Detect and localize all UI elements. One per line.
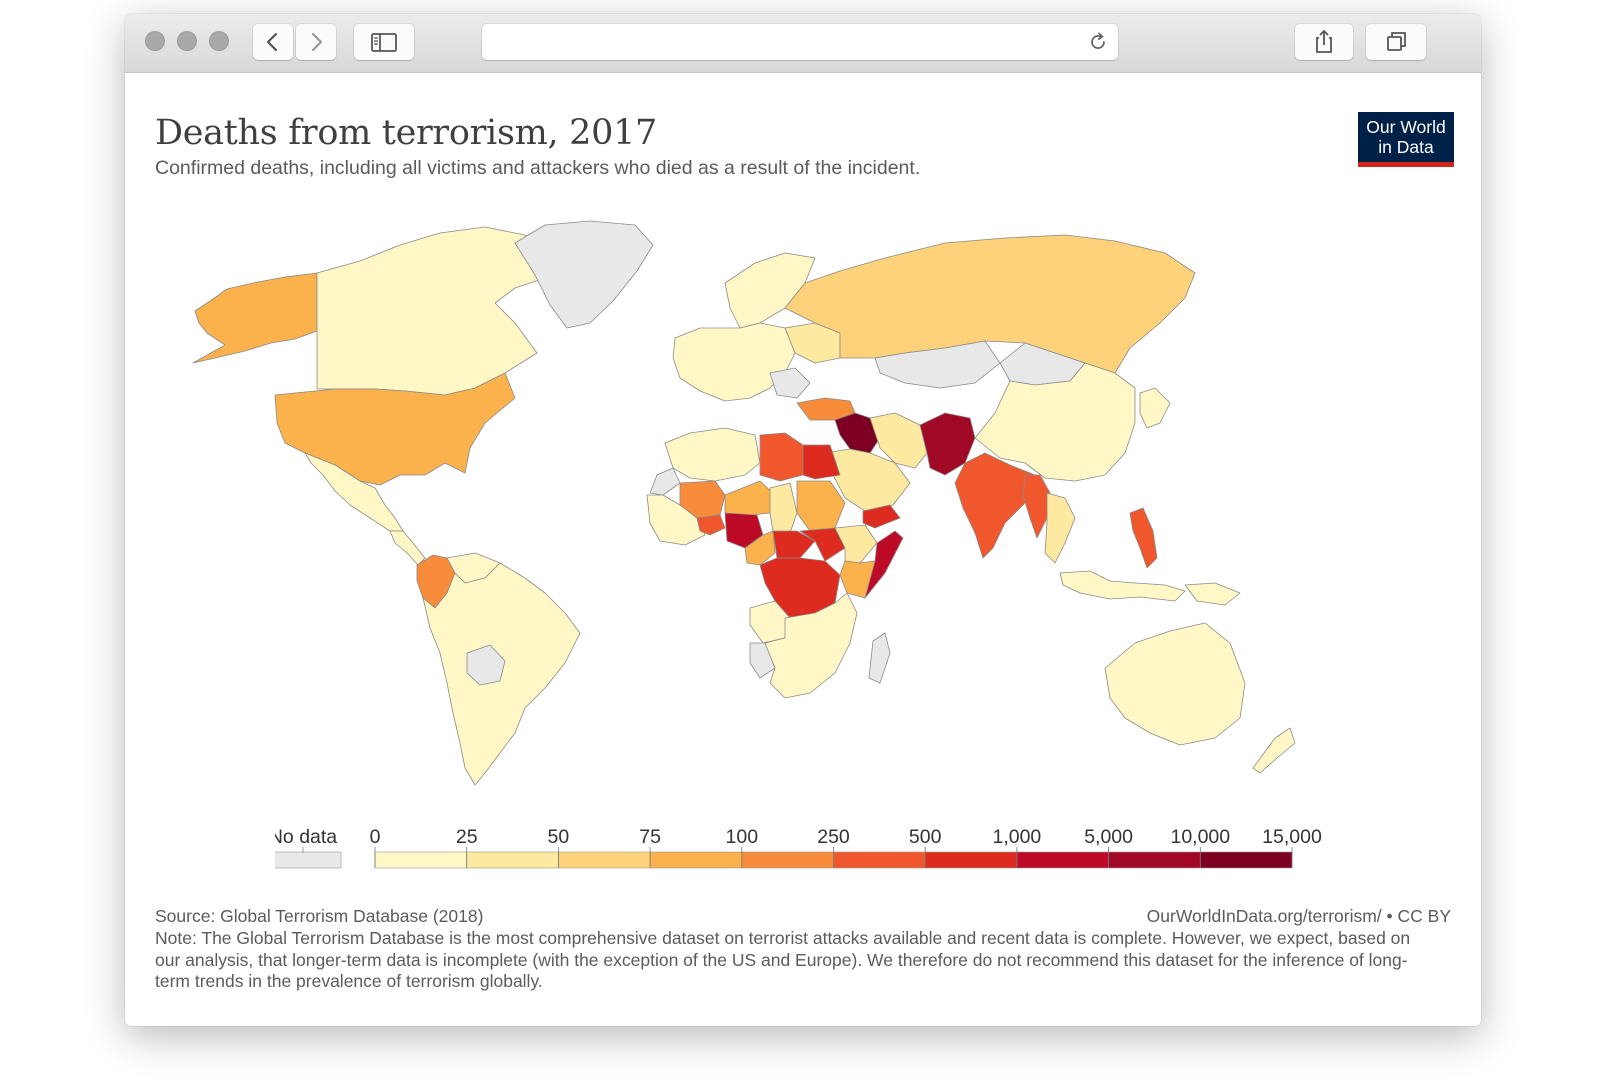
chart-subtitle: Confirmed deaths, including all victims …: [155, 157, 921, 179]
niger[interactable]: [724, 480, 776, 517]
source-text: Source: Global Terrorism Database (2018): [155, 906, 484, 926]
alaska[interactable]: [192, 272, 318, 364]
saudi-arabia[interactable]: [824, 448, 911, 514]
legend-tick-label: 50: [548, 828, 570, 848]
legend-bin-8[interactable]: [1108, 851, 1201, 869]
sidebar-icon: [371, 33, 397, 52]
southeast-asia[interactable]: [1044, 492, 1076, 564]
logo-line-2: in Data: [1378, 137, 1434, 157]
southern-africa[interactable]: [764, 592, 858, 699]
chevron-right-icon: [311, 32, 323, 52]
indonesia[interactable]: [1059, 570, 1186, 602]
egypt[interactable]: [802, 444, 841, 480]
balkans[interactable]: [769, 367, 811, 399]
cameroon[interactable]: [744, 530, 776, 566]
share-button[interactable]: [1295, 24, 1353, 60]
greenland[interactable]: [514, 220, 654, 329]
car[interactable]: [772, 530, 816, 559]
owid-logo[interactable]: Our World in Data: [1358, 112, 1454, 167]
india[interactable]: [954, 452, 1036, 559]
world-map[interactable]: [185, 213, 1355, 793]
legend-tick-label: 0: [370, 828, 381, 848]
legend-tick-label: 100: [726, 828, 759, 848]
browser-toolbar: [125, 14, 1481, 73]
legend-tick-label: 250: [817, 828, 850, 848]
burkina[interactable]: [696, 514, 726, 536]
chart-page: Deaths from terrorism, 2017 Confirmed de…: [125, 73, 1481, 1026]
madagascar[interactable]: [868, 632, 891, 684]
legend-bin-6[interactable]: [924, 851, 1018, 869]
sudan[interactable]: [796, 480, 846, 532]
legend-tick-label: 10,000: [1170, 828, 1230, 848]
new-zealand[interactable]: [1252, 727, 1296, 774]
legend-tick-label: 15,000: [1262, 828, 1322, 848]
chevron-left-icon: [266, 32, 278, 52]
legend-tick-label: 1,000: [992, 828, 1041, 848]
chart-title: Deaths from terrorism, 2017: [155, 113, 658, 153]
iran[interactable]: [869, 412, 928, 469]
credit-link[interactable]: OurWorldInData.org/terrorism/ • CC BY: [1146, 906, 1451, 926]
namibia[interactable]: [749, 642, 776, 679]
tabs-icon: [1387, 32, 1406, 51]
zoom-window-button[interactable]: [209, 31, 229, 51]
legend-bin-4[interactable]: [741, 851, 834, 869]
legend-bin-0[interactable]: [374, 851, 467, 869]
japan-korea[interactable]: [1139, 387, 1171, 429]
browser-window: Deaths from terrorism, 2017 Confirmed de…: [125, 14, 1481, 1026]
australia[interactable]: [1104, 622, 1246, 746]
note-text: Note: The Global Terrorism Database is t…: [155, 928, 1411, 991]
legend-tick-label: 75: [639, 828, 661, 848]
papua[interactable]: [1184, 582, 1241, 606]
legend-bin-5[interactable]: [833, 851, 926, 869]
syria-iraq[interactable]: [834, 412, 881, 454]
yemen[interactable]: [862, 504, 901, 529]
legend-tick-label: 25: [456, 828, 478, 848]
philippines[interactable]: [1129, 507, 1158, 569]
west-africa[interactable]: [646, 494, 706, 546]
legend-no-data-label: No data: [275, 828, 337, 848]
canada[interactable]: [316, 226, 551, 396]
chad[interactable]: [769, 482, 798, 534]
libya[interactable]: [759, 432, 804, 482]
bolivia[interactable]: [466, 644, 506, 686]
south-sudan[interactable]: [799, 527, 846, 562]
share-icon: [1316, 30, 1332, 53]
central-america[interactable]: [389, 530, 426, 566]
china[interactable]: [974, 362, 1136, 482]
legend-tick-label: 5,000: [1084, 828, 1133, 848]
legend-ticks: 0 25 50 75 100 250 500 1,000 5,000 10,000 15,000: [370, 828, 1322, 868]
legend-no-data-swatch: [275, 851, 342, 869]
color-legend: No data 0 25 50 75 100 250 500 1,000 5,000 10,000…: [275, 828, 1322, 869]
legend-bins: [374, 851, 1293, 869]
forward-button[interactable]: [296, 24, 336, 60]
western-sahara[interactable]: [649, 467, 681, 496]
back-button[interactable]: [253, 24, 293, 60]
address-bar[interactable]: [482, 24, 1118, 60]
legend-tick-label: 500: [909, 828, 942, 848]
morocco-algeria[interactable]: [664, 427, 761, 482]
reload-icon[interactable]: [1086, 30, 1110, 54]
minimize-window-button[interactable]: [177, 31, 197, 51]
kazakhstan[interactable]: [874, 340, 1001, 389]
tabs-button[interactable]: [1366, 24, 1426, 60]
sidebar-toggle-button[interactable]: [354, 24, 414, 60]
legend-bin-2[interactable]: [558, 851, 651, 869]
legend-bin-9[interactable]: [1199, 851, 1293, 869]
legend-bin-3[interactable]: [649, 851, 743, 869]
myanmar[interactable]: [1022, 474, 1051, 539]
legend-bin-1[interactable]: [466, 851, 559, 869]
logo-line-1: Our World: [1366, 117, 1446, 137]
close-window-button[interactable]: [145, 31, 165, 51]
legend-bin-7[interactable]: [1016, 851, 1109, 869]
